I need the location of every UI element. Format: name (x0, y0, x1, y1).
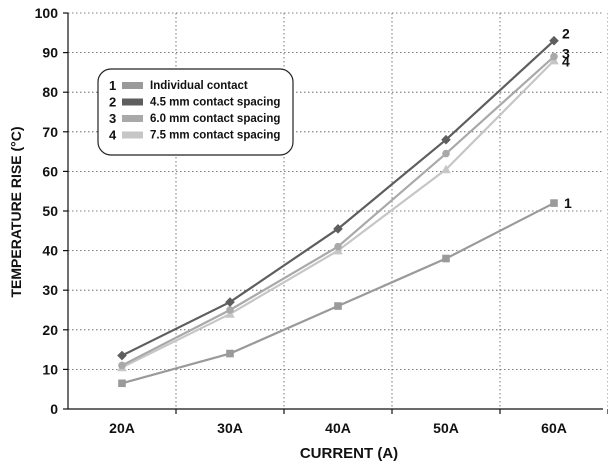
series-end-label: 1 (564, 195, 572, 211)
data-point (441, 164, 451, 174)
legend-swatch (122, 82, 143, 89)
data-point (550, 52, 558, 61)
series-1 (118, 199, 558, 388)
y-tick-label: 90 (42, 45, 58, 61)
y-tick-label: 30 (42, 282, 58, 298)
y-tick-label: 20 (42, 322, 58, 338)
x-axis-title: CURRENT (A) (300, 445, 398, 462)
data-point (442, 254, 450, 263)
legend-swatch (122, 115, 143, 122)
legend-label: 4.5 mm contact spacing (150, 97, 280, 109)
x-tick-label: 40A (325, 420, 351, 436)
y-axis-title: TEMPERATURE RISE (°C) (8, 126, 24, 297)
series-end-label: 2 (562, 26, 570, 42)
legend-number: 2 (109, 95, 116, 110)
x-tick-label: 20A (109, 420, 135, 436)
legend-label: 6.0 mm contact spacing (150, 113, 280, 125)
legend: 1 Individual contact 2 4.5 mm contact spaci… (97, 68, 294, 156)
legend-box (97, 68, 294, 156)
y-tick-label: 10 (42, 361, 58, 377)
series-end-label: 4 (562, 54, 570, 70)
data-point (333, 224, 343, 234)
y-tick-label: 0 (50, 401, 58, 417)
data-point (334, 242, 342, 251)
data-point (550, 199, 558, 207)
data-point (442, 149, 450, 158)
series-2 (117, 35, 559, 361)
data-point (549, 35, 559, 46)
legend-swatch (122, 98, 143, 106)
data-point (226, 349, 234, 358)
y-tick-label: 70 (42, 124, 58, 140)
data-point (226, 306, 234, 314)
axes: 0 10 20 30 40 50 60 70 80 90 100 20A 30A 40A 50A 60A (35, 5, 608, 436)
x-tick-label: 50A (433, 420, 459, 436)
data-point (441, 134, 451, 145)
data-point (118, 361, 126, 370)
series-lines: 1 2 34 (117, 26, 572, 388)
x-tick-label: 30A (217, 420, 243, 436)
legend-label: Individual contact (150, 80, 248, 92)
y-tick-label: 80 (42, 84, 58, 100)
data-point (334, 302, 342, 310)
legend-label: 7.5 mm contact spacing (150, 130, 280, 142)
data-point (225, 297, 235, 307)
series-3 (118, 52, 558, 370)
y-tick-label: 60 (42, 163, 58, 179)
legend-swatch (122, 131, 143, 139)
y-tick-label: 100 (35, 5, 59, 21)
legend-number: 1 (109, 78, 116, 93)
x-tick-label: 60A (541, 420, 567, 436)
data-point (118, 379, 126, 388)
y-tick-label: 40 (42, 243, 58, 259)
legend-number: 4 (109, 128, 117, 143)
y-tick-label: 50 (42, 203, 58, 219)
legend-number: 3 (109, 111, 116, 126)
series-end-label: 3 (562, 46, 570, 62)
data-point (117, 350, 127, 361)
